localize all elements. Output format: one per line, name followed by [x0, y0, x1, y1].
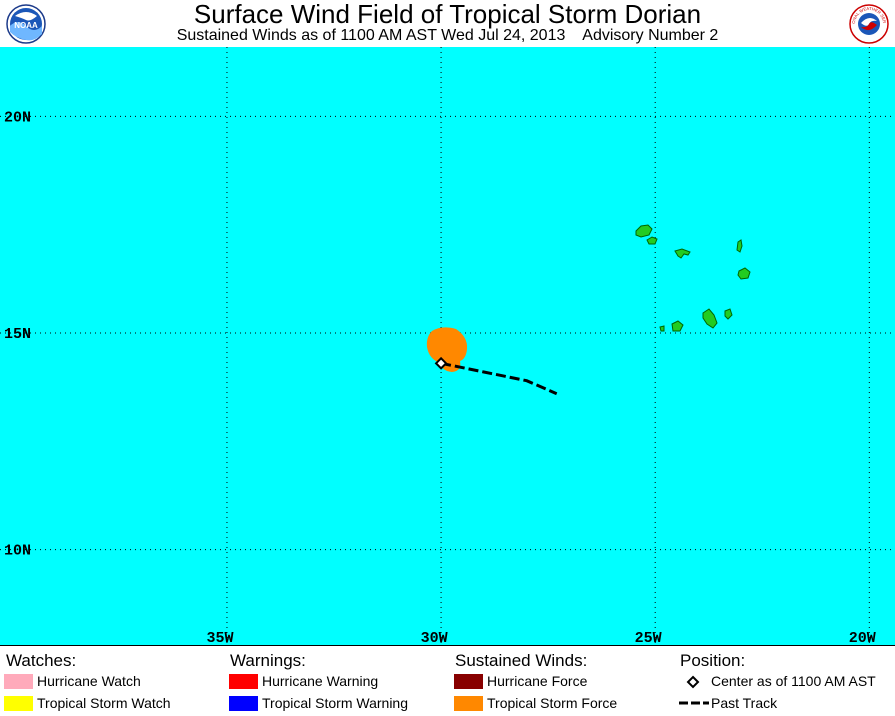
tropical-storm-wind-field	[426, 327, 468, 372]
diamond-icon	[686, 675, 700, 689]
tropical-storm-force-area	[426, 327, 468, 372]
island-maio	[724, 308, 733, 320]
legend-tropical-storm-watch-label: Tropical Storm Watch	[37, 695, 171, 711]
noaa-logo-text: NOAA	[14, 21, 38, 30]
tropical-storm-warning-swatch	[229, 696, 258, 711]
legend-center-label: Center as of 1100 AM AST	[711, 673, 876, 689]
storm-center	[434, 356, 448, 370]
lat-label-20n: 20N	[4, 109, 31, 126]
map-area: 20N 15N 10N 35W 30W 25W 20W	[0, 47, 895, 645]
noaa-logo: NOAA	[6, 4, 46, 44]
lat-label-15n: 15N	[4, 326, 31, 343]
island-brava	[659, 325, 665, 332]
map-title: Surface Wind Field of Tropical Storm Dor…	[193, 0, 702, 29]
graticule	[0, 47, 895, 645]
nws-logo: NATIONAL WEATHER SERVICE	[847, 0, 889, 44]
island-santo-antao	[635, 224, 653, 238]
legend-warnings-heading: Warnings:	[230, 651, 306, 670]
lon-label-20w: 20W	[849, 630, 876, 645]
island-sao-vicente	[646, 236, 658, 245]
map-header: NOAA Surface Wind Field of Tropical Stor…	[0, 0, 895, 47]
map-canvas: 20N 15N 10N 35W 30W 25W 20W	[0, 47, 895, 645]
hurricane-force-swatch	[454, 674, 483, 689]
island-fogo	[671, 320, 684, 332]
legend-past-track-label: Past Track	[711, 695, 778, 711]
storm-center-diamond-icon	[434, 356, 448, 370]
hurricane-warning-swatch	[229, 674, 258, 689]
tropical-storm-force-swatch	[454, 696, 483, 711]
legend-winds-heading: Sustained Winds:	[455, 651, 588, 670]
legend-tropical-storm-warning-label: Tropical Storm Warning	[262, 695, 409, 711]
grid-labels: 20N 15N 10N 35W 30W 25W 20W	[4, 109, 876, 645]
lon-label-25w: 25W	[635, 630, 662, 645]
legend-hurricane-warning-label: Hurricane Warning	[262, 673, 379, 689]
lon-label-35w: 35W	[206, 630, 233, 645]
legend-hurricane-watch-label: Hurricane Watch	[37, 673, 141, 689]
map-subtitle: Sustained Winds as of 1100 AM AST Wed Ju…	[176, 27, 719, 44]
tropical-storm-watch-swatch	[4, 696, 33, 711]
past-track	[440, 361, 558, 396]
legend-watches-heading: Watches:	[6, 651, 77, 670]
hurricane-watch-swatch	[4, 674, 33, 689]
dashed-line-icon	[679, 701, 709, 705]
lat-label-10n: 10N	[4, 543, 31, 560]
legend-tropical-storm-force-label: Tropical Storm Force	[487, 695, 618, 711]
lon-label-30w: 30W	[421, 630, 448, 645]
map-legend: Watches: Hurricane Watch Tropical Storm …	[0, 645, 895, 716]
island-santiago	[702, 308, 718, 329]
legend-position-heading: Position:	[680, 651, 746, 670]
legend-hurricane-force-label: Hurricane Force	[487, 673, 588, 689]
island-sao-nicolau	[674, 248, 691, 259]
island-boa-vista	[737, 267, 751, 280]
past-track-line	[440, 361, 558, 396]
island-sal	[736, 239, 743, 253]
cape-verde-islands	[635, 224, 751, 332]
